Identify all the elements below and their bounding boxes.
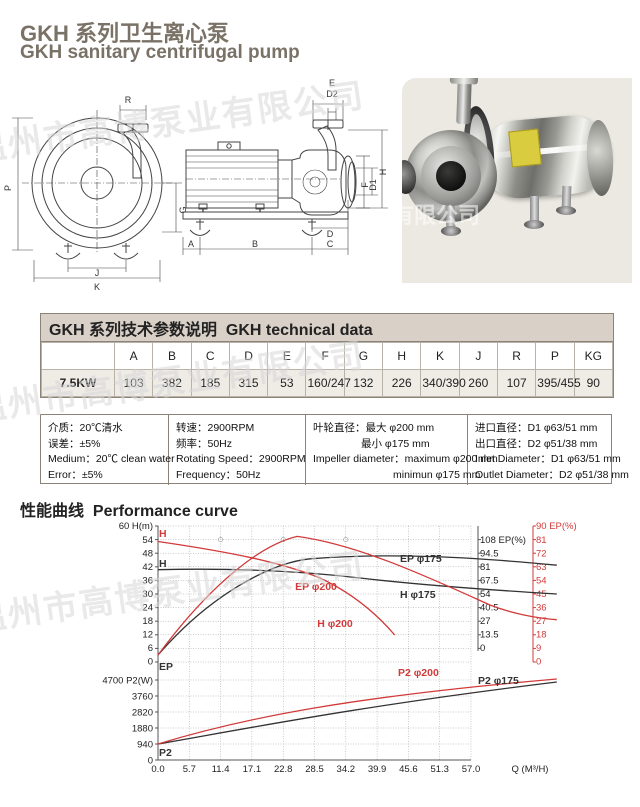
svg-text:5.7: 5.7	[183, 764, 196, 775]
svg-text:H: H	[159, 558, 167, 570]
svg-text:13.5: 13.5	[480, 630, 499, 641]
svg-text:12: 12	[142, 630, 153, 641]
svg-text:48: 48	[142, 549, 153, 560]
svg-text:34.2: 34.2	[337, 764, 356, 775]
svg-text:18: 18	[536, 630, 547, 641]
svg-text:P2 φ175: P2 φ175	[478, 675, 519, 687]
svg-text:0: 0	[148, 657, 153, 668]
svg-text:39.9: 39.9	[368, 764, 387, 775]
svg-text:72: 72	[536, 549, 547, 560]
svg-text:H φ200: H φ200	[317, 618, 353, 630]
svg-text:Q (M³/H): Q (M³/H)	[512, 764, 549, 775]
svg-text:54: 54	[142, 535, 153, 546]
svg-text:28.5: 28.5	[305, 764, 324, 775]
svg-text:6: 6	[148, 643, 153, 654]
svg-text:4700 P2(W): 4700 P2(W)	[102, 676, 153, 687]
svg-text:11.4: 11.4	[212, 764, 230, 775]
svg-text:3760: 3760	[132, 692, 153, 703]
svg-text:90 EP(%): 90 EP(%)	[536, 521, 577, 532]
svg-text:P2 φ200: P2 φ200	[398, 667, 439, 679]
svg-text:22.8: 22.8	[274, 764, 293, 775]
svg-text:54: 54	[480, 589, 491, 600]
svg-text:51.3: 51.3	[430, 764, 449, 775]
svg-text:EP φ175: EP φ175	[400, 553, 442, 565]
svg-text:45.6: 45.6	[399, 764, 418, 775]
svg-text:H: H	[159, 528, 167, 540]
svg-text:60 H(m): 60 H(m)	[119, 521, 153, 532]
svg-text:2820: 2820	[132, 708, 153, 719]
svg-text:36: 36	[142, 576, 153, 587]
svg-text:1880: 1880	[132, 724, 153, 735]
svg-text:24: 24	[142, 603, 153, 614]
svg-text:EP φ200: EP φ200	[295, 581, 337, 593]
svg-text:0: 0	[536, 657, 541, 668]
svg-text:30: 30	[142, 589, 153, 600]
svg-text:940: 940	[137, 740, 153, 751]
svg-text:17.1: 17.1	[243, 764, 262, 775]
svg-text:67.5: 67.5	[480, 576, 499, 587]
svg-text:108 EP(%): 108 EP(%)	[480, 535, 526, 546]
svg-text:27: 27	[480, 616, 491, 627]
svg-text:57.0: 57.0	[462, 764, 481, 775]
svg-text:94.5: 94.5	[480, 549, 499, 560]
svg-text:81: 81	[480, 562, 491, 573]
svg-text:EP: EP	[159, 661, 173, 673]
svg-text:0.0: 0.0	[151, 764, 164, 775]
svg-text:36: 36	[536, 603, 547, 614]
svg-text:9: 9	[536, 643, 541, 654]
svg-text:81: 81	[536, 535, 547, 546]
svg-text:P2: P2	[159, 747, 172, 759]
svg-text:H φ175: H φ175	[400, 589, 436, 601]
svg-text:42: 42	[142, 562, 153, 573]
svg-text:54: 54	[536, 576, 547, 587]
svg-text:18: 18	[142, 616, 153, 627]
svg-text:45: 45	[536, 589, 547, 600]
